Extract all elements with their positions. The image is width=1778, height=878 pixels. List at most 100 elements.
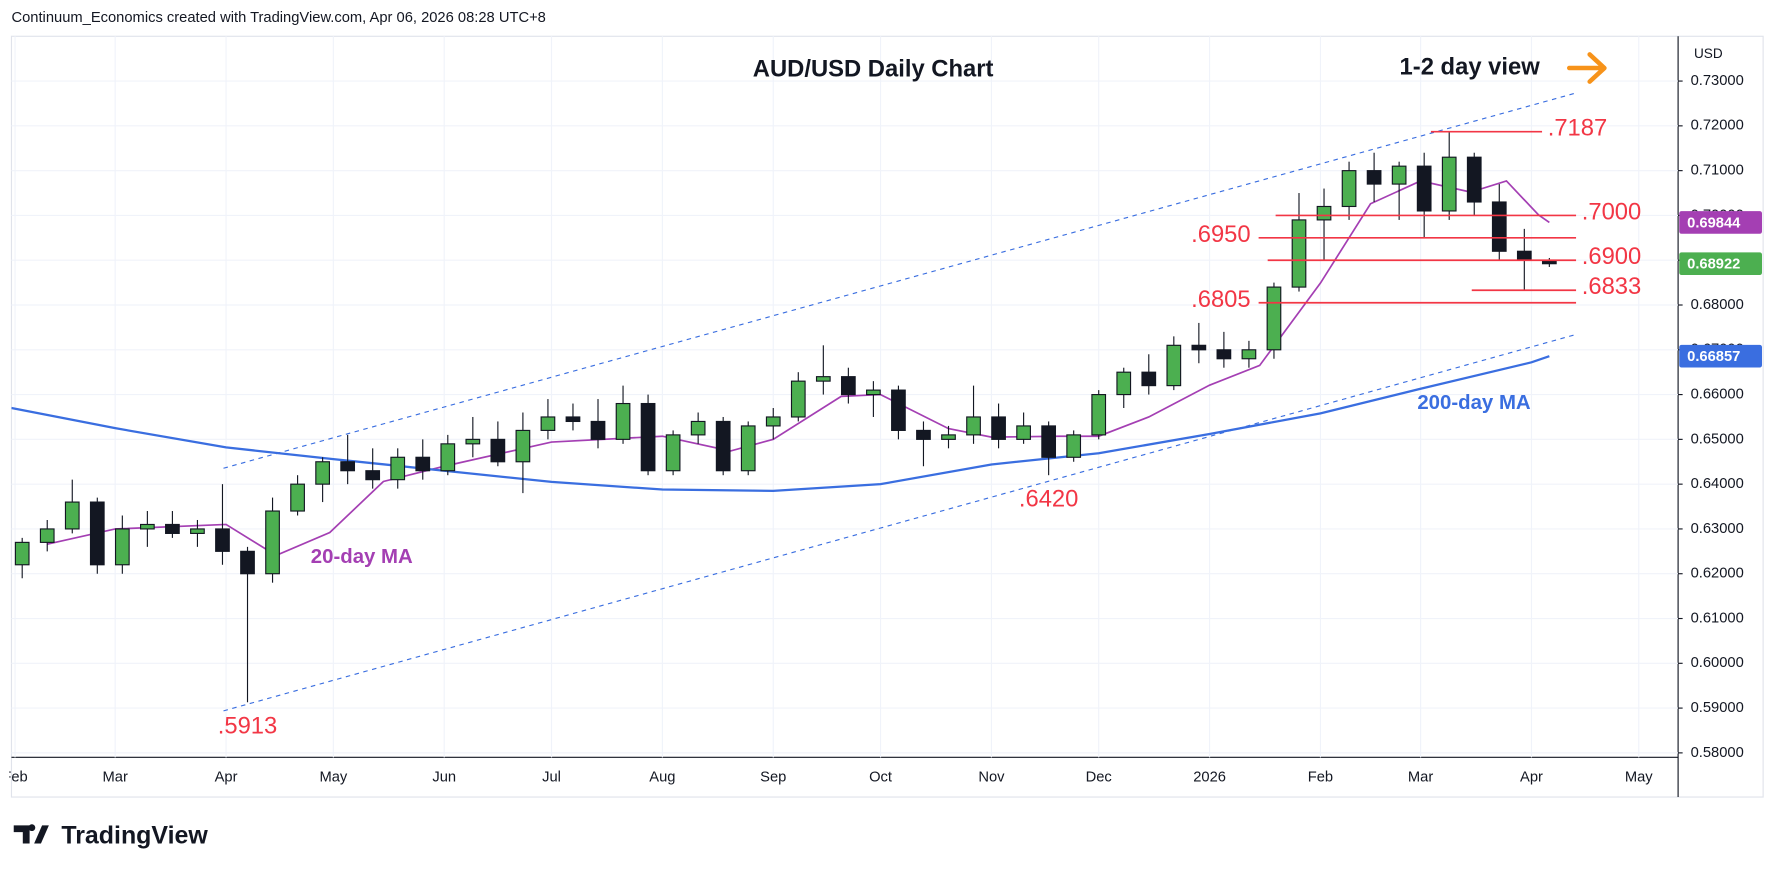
candle-body [415,456,431,472]
candle-body [140,523,155,530]
level-label: .6900 [1582,243,1642,270]
y-tick-label: 0.60000 [1691,655,1744,671]
y-tick-label: 0.59000 [1691,700,1744,716]
candle-body [490,438,506,463]
candle-body [1191,344,1207,351]
chart-title: AUD/USD Daily Chart [753,56,994,83]
low-label: .5913 [218,712,278,739]
candle-body [1516,250,1532,261]
candle-body [215,528,230,552]
y-tick-label: 0.66000 [1691,386,1744,402]
level-label: .6805 [1191,286,1251,313]
candle-body [665,434,681,472]
candle-body [165,523,180,534]
candle-body [190,528,205,534]
y-tick-label: 0.63000 [1691,521,1744,537]
candle-body [515,429,531,463]
price-tag-label: 0.66857 [1687,349,1740,365]
candle-body [1491,201,1507,252]
x-tick-label: Dec [1086,770,1112,786]
x-tick-label: Sep [760,770,786,786]
price-tag-label: 0.69844 [1687,215,1741,231]
candle-body [465,438,481,445]
x-tick-label: Jul [542,770,561,786]
candle-body [1141,371,1157,387]
candle-body [941,434,956,440]
y-tick-label: 0.65000 [1691,431,1744,447]
y-tick-label: 0.71000 [1691,163,1744,179]
candle-body [1416,165,1432,212]
candle-body [365,470,381,481]
candle-body [1016,425,1031,440]
candle-body [1366,170,1382,185]
x-tick-label: Mar [103,770,128,786]
candle-body [1466,156,1482,203]
candle-body [540,416,556,431]
candle-body [1441,156,1457,212]
candle-body [39,528,55,543]
x-tick-label: Aug [649,770,675,786]
line-label: 20-day MA [311,546,413,568]
candle-body [1091,394,1107,436]
candle-body [64,501,80,530]
view-arrow [1566,52,1607,84]
price-tag [1679,252,1762,276]
candle-body [340,461,356,472]
candle-body [114,528,130,566]
candle-body [1166,344,1182,387]
candle-body [1241,349,1257,360]
level-label: .6950 [1191,221,1251,248]
candle-body [1066,434,1082,458]
candle-body [1041,425,1057,458]
y-tick-label: 0.62000 [1691,566,1744,582]
plot [11,92,1577,712]
candle-body [14,541,30,566]
x-tick-label: Nov [978,770,1005,786]
level-label: .7000 [1582,198,1642,225]
candle-body [815,376,831,382]
x-tick-label: Apr [1520,770,1543,786]
candle-body [1216,349,1232,360]
candle-body [991,416,1006,440]
y-tick-label: 0.58000 [1691,745,1744,761]
level-label: .6833 [1582,273,1642,300]
x-tick-label: Oct [869,770,892,786]
candle-body [866,389,881,396]
candle-body [715,420,731,472]
y-tick-label: 0.64000 [1691,476,1744,492]
candle-body [840,376,856,396]
candle-body [565,416,581,423]
price-tag [1679,344,1762,368]
channel-upper [223,92,1577,469]
candle-body [290,483,305,512]
candle-body [615,402,631,440]
level-label: .7187 [1548,115,1608,142]
candle-body [1316,205,1332,221]
candle-body [265,510,280,575]
view-label: 1-2 day view [1400,53,1541,80]
candle-body [89,501,105,566]
x-tick-label: Mar [1408,770,1433,786]
candle-body [690,420,706,436]
candle-body [1391,165,1407,185]
x-tick-label: May [1625,770,1653,786]
candle-body [1341,170,1357,208]
grid [11,36,1679,758]
candle-body [640,402,656,472]
candle-body [315,461,330,485]
moving-average [11,355,1550,493]
y-tick-label: 0.73000 [1691,73,1744,89]
candle-body [590,420,606,440]
candle-body [1116,371,1132,396]
candle-body [390,456,406,481]
line-label: 200-day MA [1417,392,1531,414]
y-tick-label: 0.72000 [1691,118,1744,134]
brand: TradingView [61,821,208,849]
x-tick-label: 2026 [1193,770,1226,786]
candle-body [240,550,255,575]
candle-body [790,380,806,418]
x-tick-label: Jun [432,770,456,786]
